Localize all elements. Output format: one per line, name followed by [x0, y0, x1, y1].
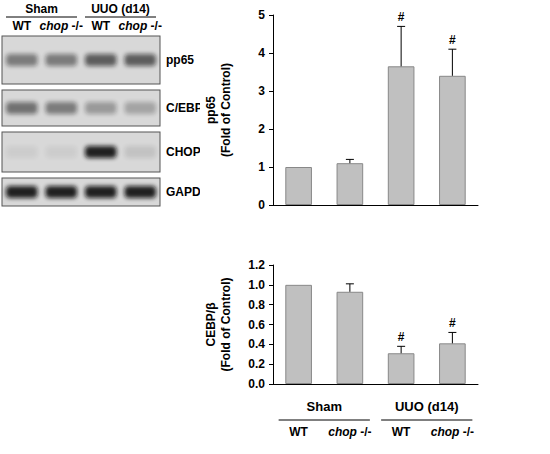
- svg-text:GAPDH: GAPDH: [166, 185, 200, 199]
- svg-text:(Fold of Control): (Fold of Control): [219, 63, 233, 157]
- svg-text:WT: WT: [91, 19, 110, 33]
- svg-text:-/-: -/-: [357, 425, 372, 439]
- svg-text:#: #: [449, 316, 456, 330]
- svg-text:chop: chop: [431, 425, 460, 439]
- svg-text:1: 1: [258, 160, 265, 174]
- svg-text:2: 2: [258, 122, 265, 136]
- svg-text:1.2: 1.2: [248, 258, 265, 272]
- svg-text:pp65: pp65: [204, 96, 218, 124]
- svg-text:WT: WT: [12, 19, 31, 33]
- svg-text:5: 5: [258, 8, 265, 22]
- svg-text:1.0: 1.0: [248, 278, 265, 292]
- svg-text:0: 0: [258, 198, 265, 212]
- svg-text:WT: WT: [392, 425, 411, 439]
- svg-text:0.0: 0.0: [248, 377, 265, 391]
- svg-text:chop -/-: chop -/-: [119, 19, 162, 33]
- svg-text:#: #: [449, 33, 456, 47]
- svg-text:CHOP: CHOP: [166, 145, 200, 159]
- svg-text:chop -/-: chop -/-: [40, 19, 83, 33]
- svg-text:3: 3: [258, 84, 265, 98]
- svg-text:CEBP/β: CEBP/β: [204, 303, 218, 347]
- svg-text:C/EBPβ: C/EBPβ: [166, 101, 200, 115]
- svg-text:Sham: Sham: [307, 399, 342, 414]
- svg-text:WT: WT: [289, 425, 308, 439]
- svg-text:(Fold of Control): (Fold of Control): [219, 278, 233, 372]
- svg-text:0.8: 0.8: [248, 298, 265, 312]
- svg-text:0.2: 0.2: [248, 357, 265, 371]
- svg-text:chop: chop: [328, 425, 357, 439]
- svg-text:Sham: Sham: [25, 2, 58, 16]
- svg-text:0.6: 0.6: [248, 318, 265, 332]
- svg-text:#: #: [398, 10, 405, 24]
- svg-text:UUO (d14): UUO (d14): [91, 2, 150, 16]
- svg-text:UUO (d14): UUO (d14): [395, 399, 459, 414]
- svg-text:0.4: 0.4: [248, 337, 265, 351]
- svg-text:4: 4: [258, 46, 265, 60]
- svg-text:#: #: [398, 330, 405, 344]
- svg-text:pp65: pp65: [166, 53, 194, 67]
- svg-text:-/-: -/-: [459, 425, 474, 439]
